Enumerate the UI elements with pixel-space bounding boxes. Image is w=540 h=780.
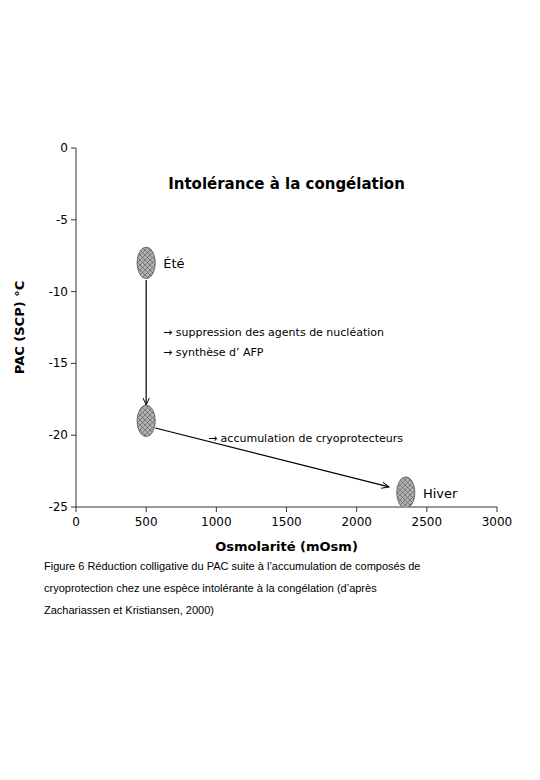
caption: Figure 6 Réduction colligative du PAC su… bbox=[44, 560, 420, 616]
y-tick bbox=[71, 291, 76, 292]
annotation: → accumulation de cryoprotecteurs bbox=[208, 432, 403, 445]
y-tick-label: -10 bbox=[48, 285, 68, 299]
x-tick-label: 1000 bbox=[201, 515, 232, 529]
y-tick bbox=[71, 148, 76, 149]
x-tick-label: 0 bbox=[72, 515, 80, 529]
x-tick bbox=[216, 507, 217, 512]
y-tick bbox=[71, 507, 76, 508]
ellipse-point bbox=[137, 405, 155, 437]
annotation: → synthèse d’ AFP bbox=[163, 346, 264, 359]
caption-line: Zachariassen et Kristiansen, 2000) bbox=[44, 604, 214, 616]
annotation: → suppression des agents de nucléation bbox=[163, 326, 384, 339]
point-label: Hiver bbox=[423, 486, 458, 501]
y-tick bbox=[71, 435, 76, 436]
chart: 0 500 1000 1500 2000 2500 3000 0 -5 -10 -15 -20 -25 O… bbox=[0, 0, 540, 780]
y-tick-label: -15 bbox=[48, 356, 68, 370]
x-tick bbox=[497, 507, 498, 512]
x-tick-label: 500 bbox=[135, 515, 158, 529]
ellipse-point bbox=[137, 247, 155, 279]
y-tick bbox=[71, 363, 76, 364]
x-tick bbox=[426, 507, 427, 512]
caption-line: Figure 6 Réduction colligative du PAC su… bbox=[44, 560, 420, 572]
y-tick bbox=[71, 219, 76, 220]
marks bbox=[137, 247, 415, 507]
x-tick bbox=[76, 507, 77, 512]
point-labels: Été Hiver bbox=[163, 256, 458, 501]
annotations: → suppression des agents de nucléation → … bbox=[163, 326, 403, 445]
x-tick-label: 2500 bbox=[412, 515, 443, 529]
x-tick bbox=[146, 507, 147, 512]
x-tick bbox=[356, 507, 357, 512]
y-tick-label: 0 bbox=[60, 141, 68, 155]
y-axis-line bbox=[76, 148, 77, 507]
arrow bbox=[146, 280, 147, 405]
point-label: Été bbox=[163, 256, 184, 271]
axes: 0 500 1000 1500 2000 2500 3000 0 -5 -10 -15 -20 -25 bbox=[48, 141, 512, 529]
y-axis-label: PAC (SCP) °C bbox=[12, 281, 27, 374]
x-tick-label: 2000 bbox=[341, 515, 372, 529]
y-tick-label: -20 bbox=[48, 428, 68, 442]
ellipse-point bbox=[397, 477, 415, 507]
title: Intolérance à la congélation bbox=[168, 175, 405, 193]
caption-line: cryoprotection chez une espèce intoléran… bbox=[44, 582, 377, 594]
x-tick bbox=[286, 507, 287, 512]
x-tick-label: 3000 bbox=[482, 515, 513, 529]
y-tick-label: -25 bbox=[48, 500, 68, 514]
y-tick-label: -5 bbox=[56, 213, 68, 227]
x-axis-label: Osmolarité (mOsm) bbox=[215, 539, 358, 554]
x-tick-label: 1500 bbox=[271, 515, 302, 529]
